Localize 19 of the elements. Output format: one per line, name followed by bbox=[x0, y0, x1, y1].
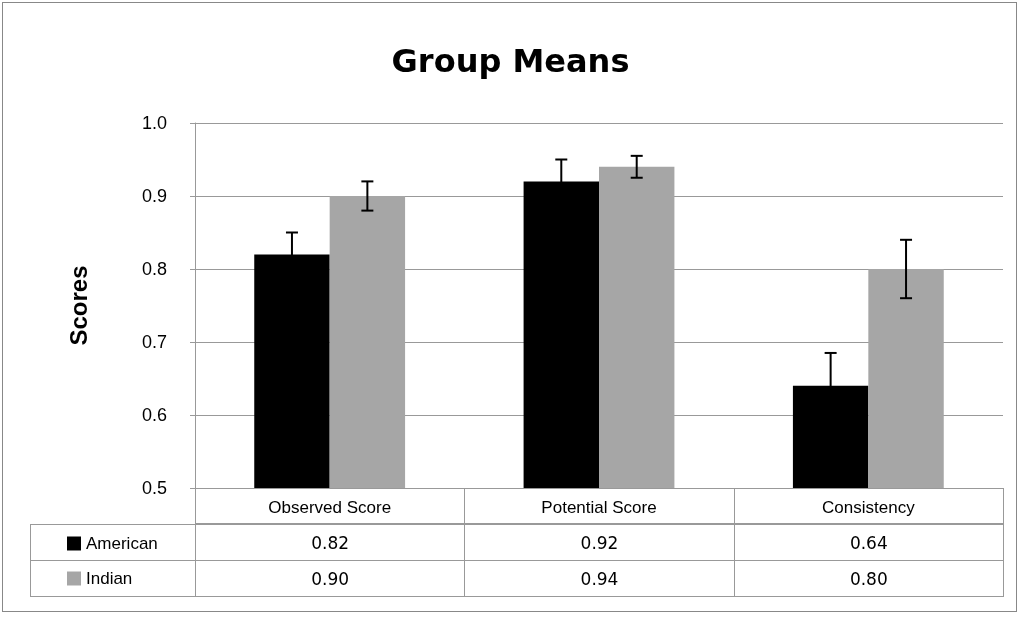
data-label: 0.64 bbox=[733, 524, 1004, 561]
y-tick-label: 1.0 bbox=[141, 113, 167, 133]
y-axis-title: Scores bbox=[64, 265, 92, 346]
legend-label: American bbox=[86, 534, 158, 553]
data-label: 0.92 bbox=[464, 524, 735, 561]
x-tick-label: Observed Score bbox=[268, 498, 392, 517]
y-tick-label: 0.5 bbox=[141, 478, 167, 498]
x-tick-label: Potential Score bbox=[541, 498, 657, 517]
y-tick-label: 0.7 bbox=[141, 332, 167, 352]
legend-label: Indian bbox=[86, 569, 133, 588]
data-label: 0.82 bbox=[195, 524, 466, 561]
y-tick-label: 0.9 bbox=[141, 186, 167, 206]
y-tick-label: 0.8 bbox=[141, 259, 167, 279]
data-label: 0.94 bbox=[464, 560, 735, 597]
data-label: 0.90 bbox=[195, 560, 466, 597]
data-label: 0.80 bbox=[733, 560, 1004, 597]
chart-title: Group Means bbox=[391, 42, 630, 80]
x-tick-label: Consistency bbox=[822, 498, 916, 517]
y-tick-label: 0.6 bbox=[141, 405, 167, 425]
